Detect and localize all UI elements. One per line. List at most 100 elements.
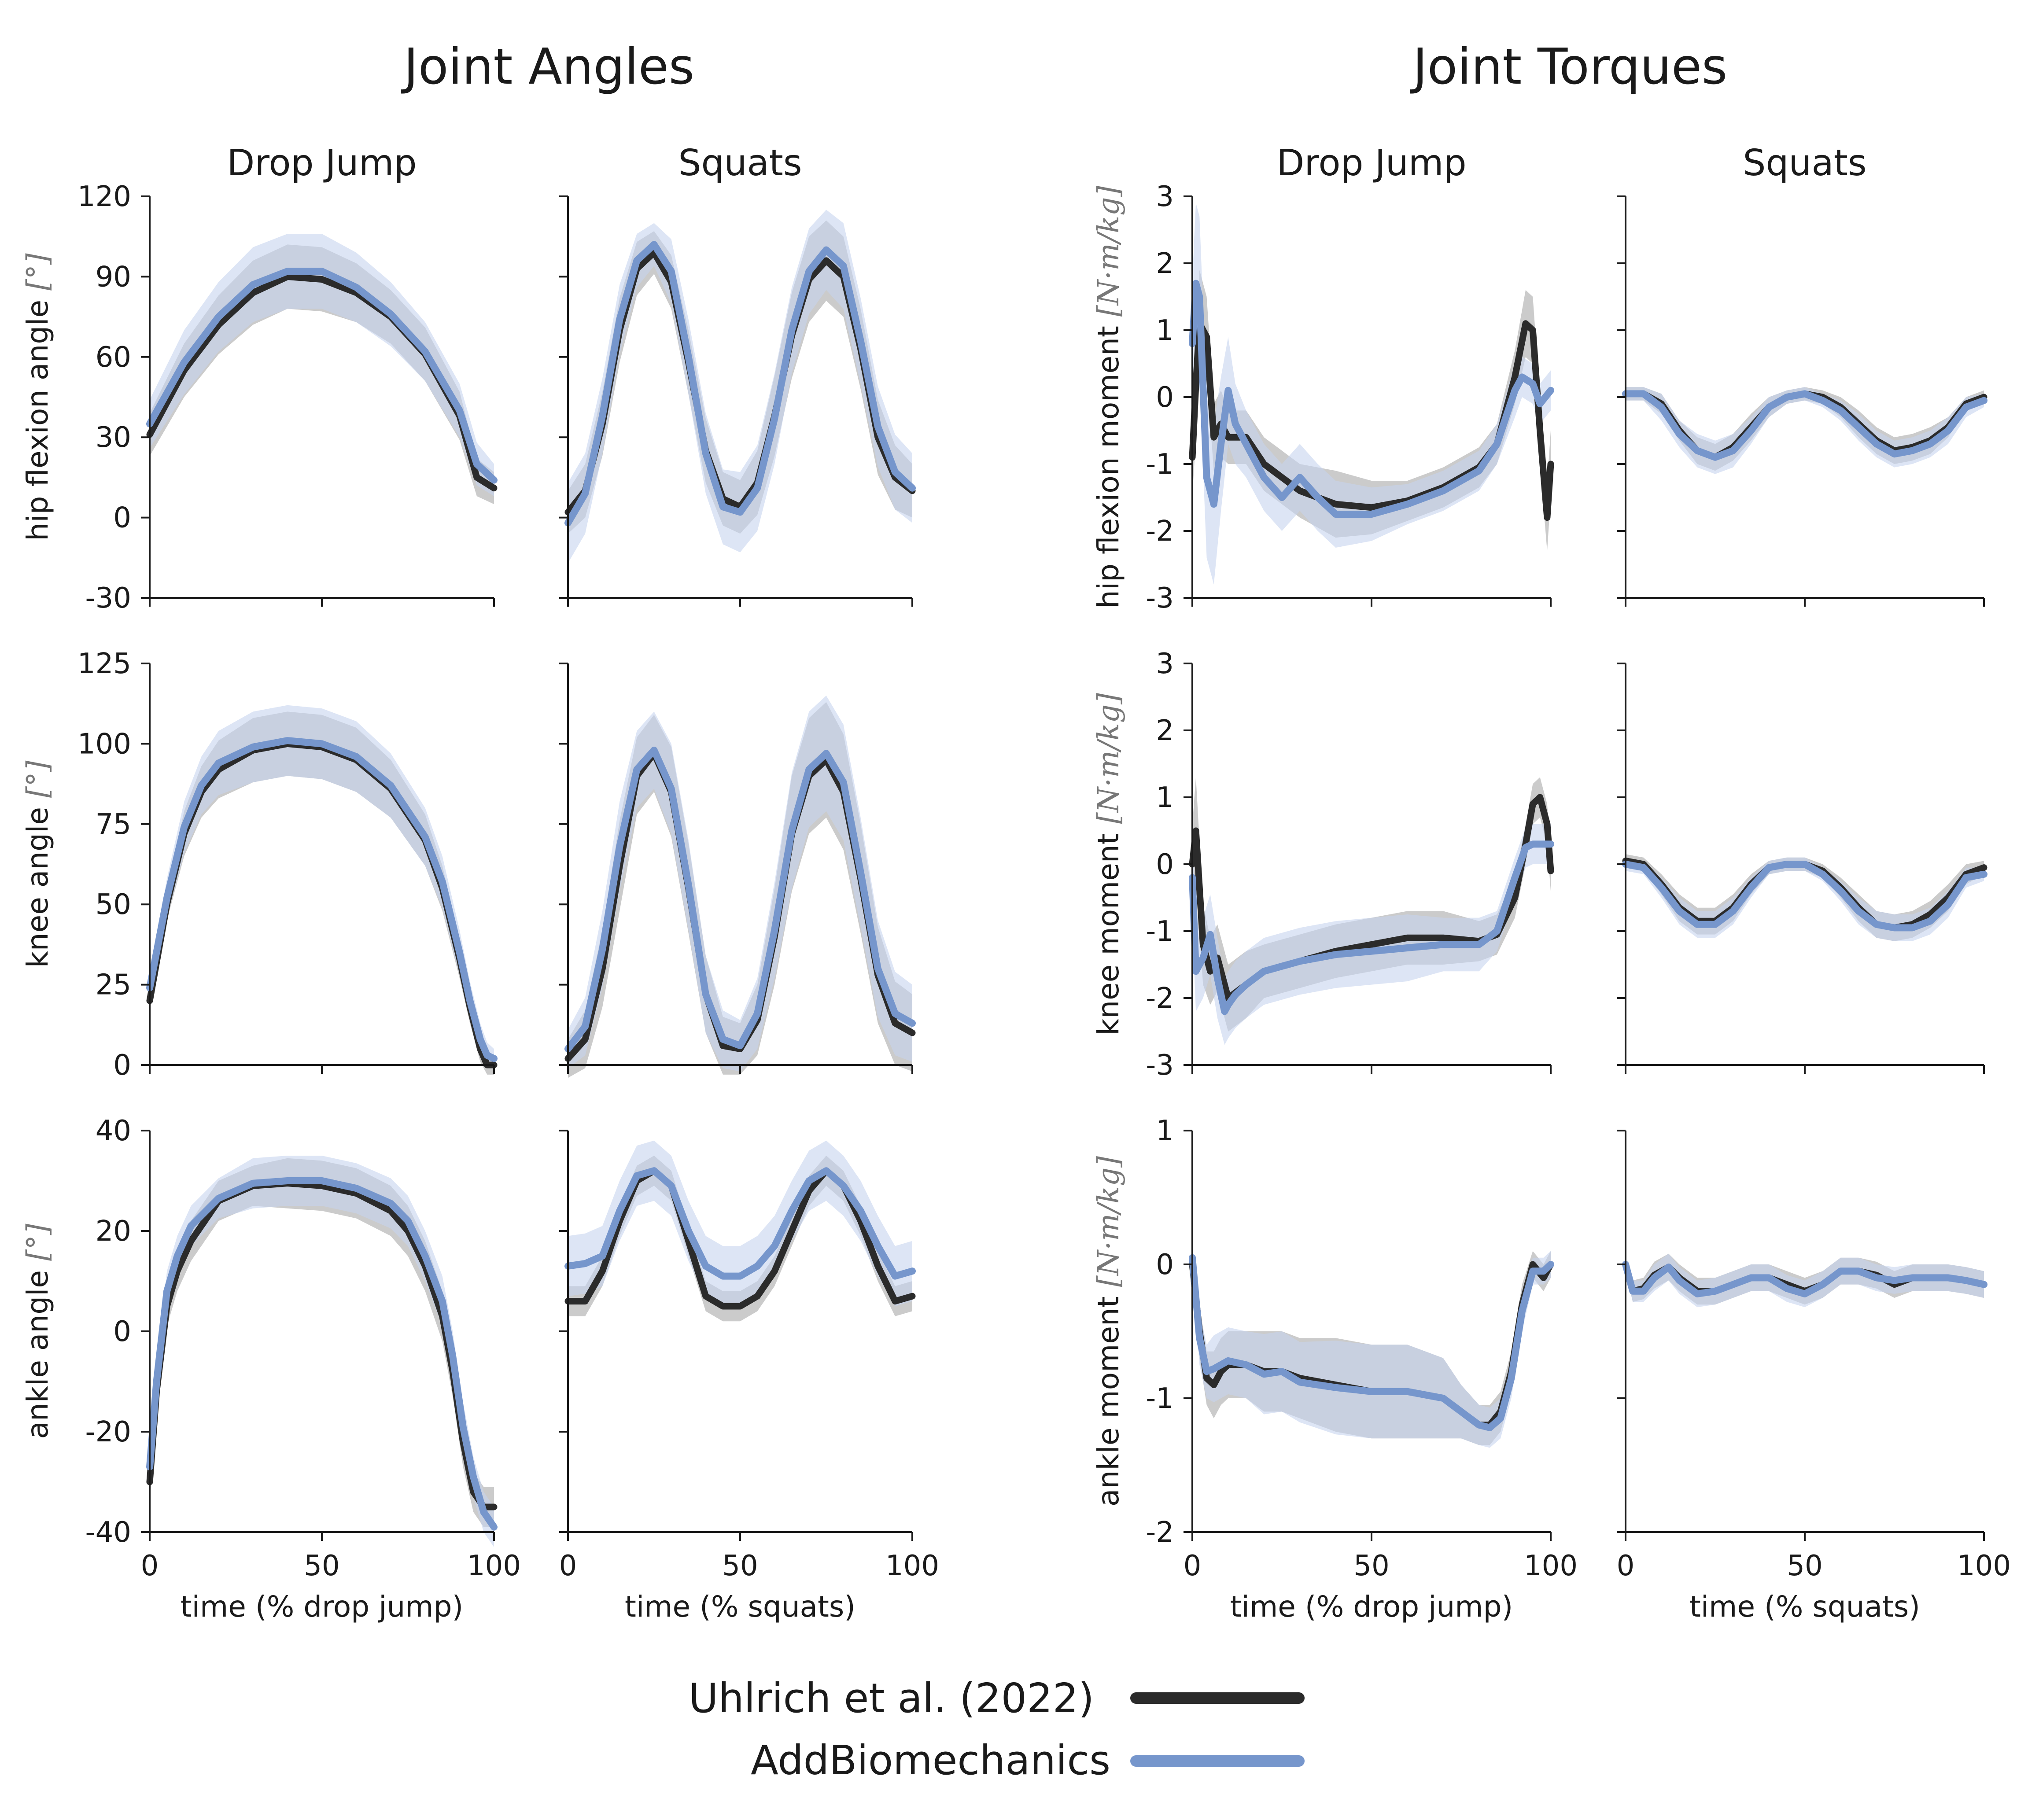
legend: Uhlrich et al. (2022) AddBiomechanics	[689, 1675, 1305, 1784]
y-tick-label: -30	[85, 582, 131, 615]
addbiomechanics-band	[1192, 203, 1551, 585]
addbiomechanics-band	[1192, 1244, 1551, 1448]
y-axis-label: hip flexion angle [°]	[21, 253, 55, 541]
y-tick-label: 90	[96, 261, 131, 293]
y-tick-label: 3	[1156, 648, 1174, 680]
group-title-angles: Joint Angles	[401, 38, 694, 96]
y-axis-label: ankle angle [°]	[21, 1223, 55, 1439]
y-tick-label: 30	[96, 421, 131, 454]
y-axis-label: knee angle [°]	[21, 760, 55, 968]
addbiomechanics-line	[1622, 861, 1987, 932]
addbiomechanics-line	[1189, 1254, 1554, 1431]
y-tick-label: -20	[85, 1416, 131, 1448]
y-tick-label: 0	[113, 1049, 131, 1082]
x-tick-label: 0	[1617, 1550, 1635, 1582]
addbiomechanics-line	[564, 1167, 916, 1280]
x-tick-label: 50	[1787, 1550, 1822, 1582]
panel-2-4	[1617, 663, 1987, 1074]
x-tick-label: 0	[559, 1550, 577, 1582]
y-tick-label: 50	[96, 888, 131, 921]
panel-title: Drop Jump	[1276, 142, 1466, 184]
x-tick-label: 0	[141, 1550, 159, 1582]
y-axis-label: hip flexion moment [N·m/kg]	[1091, 186, 1125, 608]
panel-1-4: Squats	[1617, 142, 1987, 607]
panel-2-3: 3 2 1 0 -1 -2 -3 knee moment [N·m/kg]	[1091, 648, 1554, 1082]
legend-label-addbiomechanics: AddBiomechanics	[751, 1737, 1110, 1784]
addbiomechanics-band	[1626, 857, 1984, 941]
y-tick-label: 0	[113, 1315, 131, 1348]
x-tick-label: 100	[1524, 1550, 1578, 1582]
panel-3-4: 0 50 100 time (% squats)	[1617, 1130, 2011, 1624]
x-tick-label: 100	[885, 1550, 939, 1582]
y-axis-label: ankle moment [N·m/kg]	[1091, 1156, 1125, 1507]
panel-3-2: 0 50 100 time (% squats)	[559, 1130, 939, 1624]
y-tick-label: 120	[77, 181, 131, 213]
y-tick-label: 20	[96, 1215, 131, 1248]
y-tick-label: 0	[1156, 1249, 1174, 1281]
panel-title: Drop Jump	[227, 142, 417, 184]
y-tick-label: 0	[1156, 848, 1174, 881]
y-tick-label: 1	[1156, 781, 1174, 814]
x-tick-label: 100	[1957, 1550, 2011, 1582]
y-axis-label: knee moment [N·m/kg]	[1091, 693, 1125, 1035]
uhlrich-band	[150, 1158, 494, 1527]
y-tick-label: -1	[1146, 915, 1174, 948]
y-tick-label: 40	[96, 1115, 131, 1147]
addbiomechanics-band	[568, 1140, 912, 1306]
y-tick-label: -3	[1146, 1049, 1174, 1082]
x-tick-label: 100	[467, 1550, 521, 1582]
panel-1-2: Squats	[559, 142, 916, 607]
y-tick-label: 60	[96, 341, 131, 374]
x-tick-label: 50	[1353, 1550, 1389, 1582]
x-axis-label: time (% drop jump)	[1230, 1590, 1513, 1624]
y-tick-label: 75	[96, 808, 131, 841]
legend-label-uhlrich: Uhlrich et al. (2022)	[689, 1675, 1094, 1722]
addbiomechanics-band	[568, 210, 912, 563]
y-tick-label: -2	[1146, 1516, 1174, 1549]
y-tick-label: 2	[1156, 247, 1174, 280]
panel-3-3: 1 0 -1 -2 0 50 100 time (% drop jump) ankle mome…	[1091, 1115, 1578, 1624]
y-tick-label: 0	[113, 502, 131, 534]
y-tick-label: -40	[85, 1516, 131, 1549]
y-tick-label: -3	[1146, 582, 1174, 615]
addbiomechanics-line	[564, 241, 916, 527]
addbiomechanics-band	[568, 696, 912, 1072]
panel-2-1: 125 100 75 50 25 0 knee angle [°]	[21, 648, 498, 1082]
addbiomechanics-line	[1622, 1261, 1987, 1297]
panel-title: Squats	[1743, 142, 1866, 184]
addbiomechanics-line	[146, 1177, 498, 1531]
panel-2-2	[559, 663, 916, 1078]
y-tick-label: 1	[1156, 1115, 1174, 1147]
addbiomechanics-line	[1189, 840, 1554, 1015]
addbiomechanics-band	[1192, 824, 1551, 1045]
addbiomechanics-line	[146, 268, 498, 484]
addbiomechanics-line	[1622, 390, 1987, 461]
panel-1-1: 120 90 60 30 0 -30 Drop Jump hip flexion angle …	[21, 142, 498, 615]
y-tick-label: -2	[1146, 982, 1174, 1015]
x-tick-label: 50	[304, 1550, 339, 1582]
addbiomechanics-line	[146, 737, 498, 1062]
y-tick-label: 2	[1156, 715, 1174, 747]
y-tick-label: -1	[1146, 1382, 1174, 1415]
group-title-torques: Joint Torques	[1410, 38, 1728, 96]
y-tick-label: 125	[77, 648, 131, 680]
y-tick-label: 0	[1156, 381, 1174, 414]
panel-1-3: 3 2 1 0 -1 -2 -3 Drop Jump hip flexion moment [N…	[1091, 142, 1554, 615]
y-tick-label: 1	[1156, 314, 1174, 347]
x-axis-label: time (% squats)	[625, 1590, 855, 1624]
uhlrich-line	[1189, 320, 1554, 521]
x-axis-label: time (% squats)	[1689, 1590, 1920, 1624]
x-axis-label: time (% drop jump)	[181, 1590, 463, 1624]
addbiomechanics-line	[1189, 280, 1554, 518]
uhlrich-band	[568, 220, 912, 534]
uhlrich-line	[564, 1167, 916, 1310]
y-tick-label: 100	[77, 728, 131, 760]
addbiomechanics-band	[150, 705, 494, 1068]
y-tick-label: -2	[1146, 515, 1174, 548]
addbiomechanics-line	[564, 747, 916, 1053]
y-tick-label: 25	[96, 969, 131, 1002]
x-tick-label: 0	[1184, 1550, 1202, 1582]
